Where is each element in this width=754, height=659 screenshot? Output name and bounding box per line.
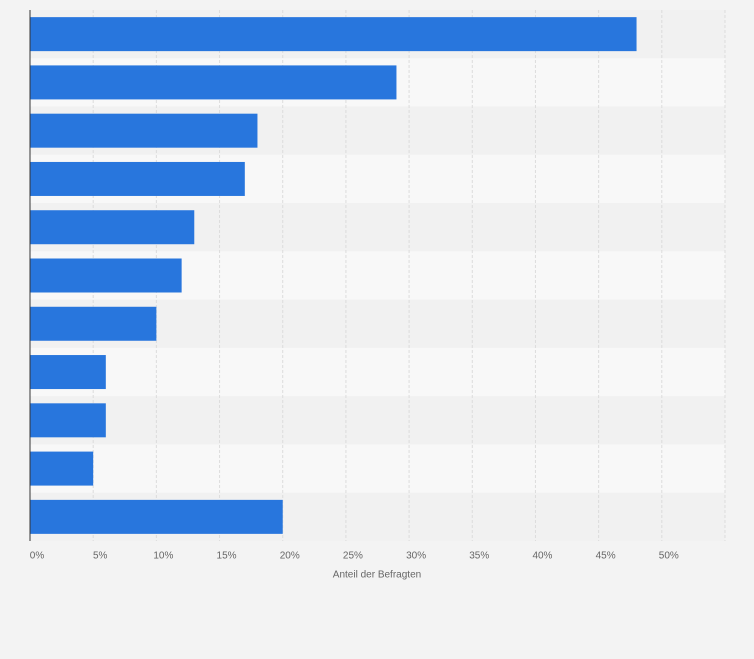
x-tick-label: 5% [93,551,108,562]
bar [30,451,94,486]
bar [30,17,637,52]
bar [30,65,397,100]
bar [30,355,106,390]
x-tick-label: 30% [406,551,426,562]
row-stripe [30,444,725,493]
x-tick-label: 10% [153,551,173,562]
bar [30,161,245,196]
x-tick-label: 15% [217,551,237,562]
x-tick-label: 35% [469,551,489,562]
row-stripe [30,396,725,445]
bar [30,306,157,341]
x-tick-label: 20% [280,551,300,562]
x-axis-title: Anteil der Befragten [333,570,421,581]
x-tick-label: 0% [30,551,45,562]
bar [30,258,182,293]
bar [30,113,258,148]
x-tick-label: 50% [659,551,679,562]
bar [30,210,195,245]
x-tick-label: 40% [532,551,552,562]
row-stripe [30,347,725,397]
x-tick-label: 45% [596,551,616,562]
bar [30,403,106,438]
x-tick-label: 25% [343,551,363,562]
bar [30,499,283,534]
